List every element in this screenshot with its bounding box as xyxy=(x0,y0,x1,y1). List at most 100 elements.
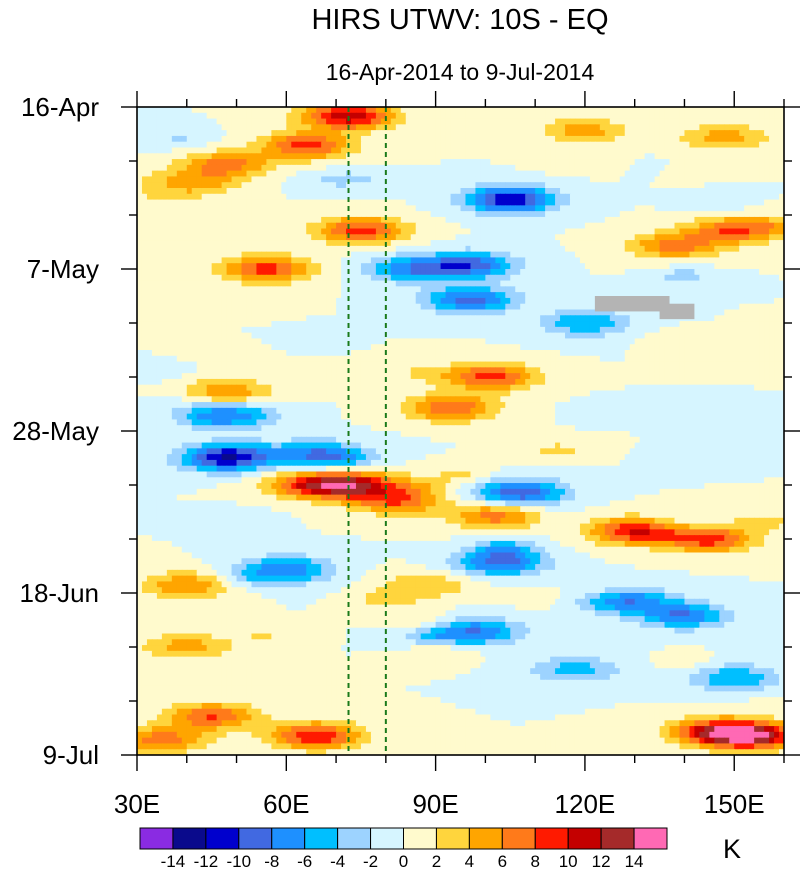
heatmap-cell xyxy=(739,222,745,230)
heatmap-cell xyxy=(186,240,193,247)
heatmap-cell xyxy=(674,205,681,212)
heatmap-cell xyxy=(584,182,591,189)
heatmap-cell xyxy=(604,205,611,212)
heatmap-cell xyxy=(256,107,263,114)
heatmap-cell xyxy=(405,193,412,201)
heatmap-cell xyxy=(589,159,596,166)
heatmap-cell xyxy=(460,245,467,253)
heatmap-cell xyxy=(530,188,536,195)
heatmap-cell xyxy=(241,326,248,334)
heatmap-cell xyxy=(555,228,561,235)
heatmap-cell xyxy=(375,199,382,206)
heatmap-cell xyxy=(341,170,347,178)
heatmap-cell xyxy=(385,297,392,305)
heatmap-cell xyxy=(505,240,511,247)
heatmap-cell xyxy=(679,124,686,131)
heatmap-cell xyxy=(221,153,228,160)
heatmap-cell xyxy=(764,257,770,264)
heatmap-cell xyxy=(599,182,606,189)
heatmap-cell xyxy=(266,205,272,212)
heatmap-cell xyxy=(759,274,765,282)
heatmap-cell xyxy=(505,286,511,293)
heatmap-cell xyxy=(614,112,621,120)
heatmap-cell xyxy=(579,321,586,328)
heatmap-cell xyxy=(445,228,452,235)
heatmap-cell xyxy=(176,245,183,253)
heatmap-cell xyxy=(574,245,581,253)
heatmap-cell xyxy=(306,205,312,212)
heatmap-cell xyxy=(754,303,760,311)
heatmap-cell xyxy=(141,321,148,328)
heatmap-cell xyxy=(201,315,208,322)
heatmap-cell xyxy=(684,297,691,305)
heatmap-cell xyxy=(311,309,317,316)
heatmap-cell xyxy=(141,118,148,125)
heatmap-cell xyxy=(137,107,143,114)
heatmap-cell xyxy=(674,228,681,235)
heatmap-cell xyxy=(634,269,641,276)
heatmap-cell xyxy=(545,309,551,316)
heatmap-cell xyxy=(624,147,631,154)
heatmap-cell xyxy=(355,326,362,334)
heatmap-cell xyxy=(500,251,506,259)
heatmap-cell xyxy=(769,303,775,311)
heatmap-cell xyxy=(669,251,676,259)
heatmap-cell xyxy=(639,251,646,259)
heatmap-cell xyxy=(351,326,357,334)
heatmap-cell xyxy=(236,205,243,212)
heatmap-cell xyxy=(589,147,596,154)
heatmap-cell xyxy=(301,135,307,143)
heatmap-cell xyxy=(779,164,784,172)
heatmap-cell xyxy=(425,130,432,137)
heatmap-cell xyxy=(186,280,193,287)
heatmap-cell xyxy=(226,297,233,305)
heatmap-cell xyxy=(216,124,223,131)
heatmap-cell xyxy=(231,326,238,334)
heatmap-cell xyxy=(341,321,347,328)
heatmap-cell xyxy=(744,309,750,316)
heatmap-cell xyxy=(724,240,730,247)
heatmap-cell xyxy=(724,280,730,287)
heatmap-cell xyxy=(540,164,546,172)
heatmap-cell xyxy=(560,176,566,183)
heatmap-cell xyxy=(470,228,477,235)
heatmap-cell xyxy=(271,240,277,247)
heatmap-cell xyxy=(604,147,611,154)
heatmap-cell xyxy=(485,234,491,241)
heatmap-cell xyxy=(669,280,676,287)
heatmap-cell xyxy=(435,309,442,316)
heatmap-cell xyxy=(480,245,486,253)
heatmap-cell xyxy=(251,170,258,178)
heatmap-cell xyxy=(415,274,422,282)
heatmap-cell xyxy=(191,303,198,311)
heatmap-cell xyxy=(336,292,342,299)
heatmap-cell xyxy=(331,222,337,230)
heatmap-cell xyxy=(171,251,178,259)
heatmap-cell xyxy=(505,147,511,154)
heatmap-cell xyxy=(614,130,621,137)
heatmap-cell xyxy=(734,315,740,322)
heatmap-cell xyxy=(654,222,661,230)
heatmap-cell xyxy=(435,170,442,178)
heatmap-cell xyxy=(779,269,784,276)
heatmap-cell xyxy=(380,170,387,178)
heatmap-cell xyxy=(565,141,571,149)
heatmap-cell xyxy=(430,216,437,224)
heatmap-cell xyxy=(579,164,586,172)
heatmap-cell xyxy=(276,280,282,287)
heatmap-cell xyxy=(714,321,720,328)
heatmap-cell xyxy=(390,286,397,293)
heatmap-cell xyxy=(445,234,452,241)
heatmap-cell xyxy=(420,269,427,276)
heatmap-cell xyxy=(321,130,327,137)
heatmap-cell xyxy=(156,228,163,235)
heatmap-cell xyxy=(390,112,397,120)
heatmap-cell xyxy=(410,193,417,201)
heatmap-cell xyxy=(186,326,193,334)
heatmap-cell xyxy=(236,141,243,149)
heatmap-cell xyxy=(445,164,452,172)
heatmap-cell xyxy=(137,228,143,235)
heatmap-cell xyxy=(569,251,576,259)
heatmap-cell xyxy=(599,257,606,264)
heatmap-cell xyxy=(380,292,387,299)
